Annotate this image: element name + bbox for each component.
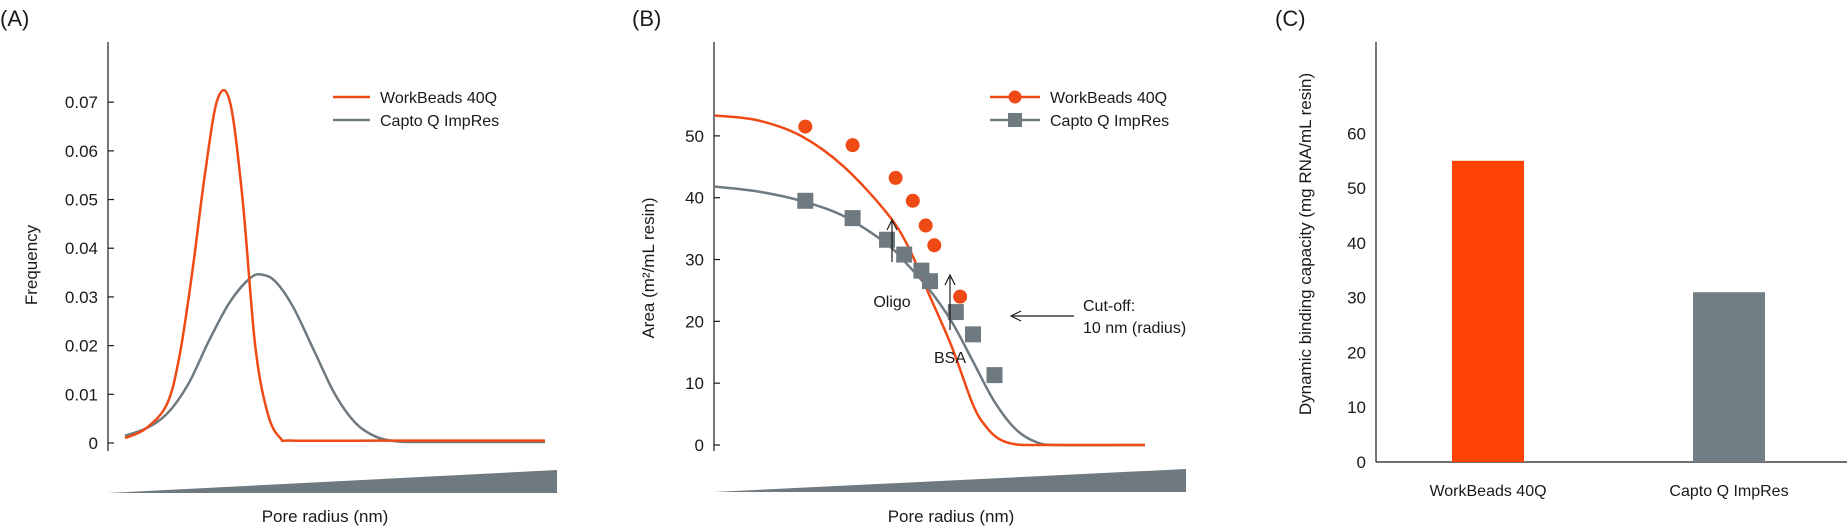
panel-a-y-tick-label: 0.02 <box>65 337 98 356</box>
panel-b-y-tick-label: 20 <box>685 312 704 331</box>
panel-b-y-tick-label: 0 <box>695 436 704 455</box>
panel-b-annotations: Oligo BSA Cut-off: 10 nm (radius) <box>873 218 1186 367</box>
panel-c-bars: WorkBeads 40Q Capto Q ImpRes <box>1429 160 1789 500</box>
panel-a-series-capto-line <box>124 272 545 444</box>
panel-c-y-tick-label: 10 <box>1347 398 1366 417</box>
panel-b-axes: 0 10 20 30 40 50 <box>685 42 720 455</box>
panel-b-point-capto <box>965 326 981 343</box>
panel-c-label: (C) <box>1275 6 1306 31</box>
panel-b-legend: WorkBeads 40Q Capto Q ImpRes <box>990 90 1169 130</box>
panel-a-y-tick-label: 0.01 <box>65 385 98 404</box>
panel-c-bar-workbeads <box>1452 160 1524 462</box>
panel-c-category-label: Capto Q ImpRes <box>1669 483 1788 500</box>
panel-a-x-axis-label: Pore radius (nm) <box>262 507 389 526</box>
panel-c-bar-capto <box>1693 292 1765 462</box>
panel-b-point-workbeads <box>798 119 813 134</box>
panel-b-y-tick-label: 30 <box>685 251 704 270</box>
panel-b-point-workbeads <box>845 138 860 153</box>
panel-a-radius-wedge <box>108 470 557 493</box>
panel-a-y-tick-label: 0.04 <box>65 239 98 258</box>
cutoff-label-line1: Cut-off: <box>1083 298 1135 315</box>
panel-a-legend: WorkBeads 40Q Capto Q ImpRes <box>333 90 499 130</box>
panel-a-legend-capto: Capto Q ImpRes <box>380 113 499 130</box>
panel-b-point-capto <box>844 210 861 227</box>
panel-c-y-tick-label: 40 <box>1347 234 1366 253</box>
panel-a-y-tick-label: 0.07 <box>65 93 98 112</box>
panel-a-y-tick-label: 0.05 <box>65 191 98 210</box>
panel-b-y-tick-label: 50 <box>685 127 704 146</box>
panel-a: (A) Frequency 00.010.020.030.040.050.060… <box>0 6 557 526</box>
panel-b-point-workbeads <box>953 289 968 304</box>
bsa-label: BSA <box>934 350 966 367</box>
panel-b-point-capto <box>947 304 964 321</box>
panel-a-axes: 0 0.01 0.02 0.03 0.04 0.05 0.06 0.07 <box>65 42 114 453</box>
oligo-label: Oligo <box>873 294 910 311</box>
panel-a-lines <box>124 88 545 444</box>
panel-c-y-tick-label: 30 <box>1347 289 1366 308</box>
panel-b-y-axis-label: Area (m²/mL resin) <box>639 197 658 338</box>
panel-b-point-workbeads <box>905 193 920 208</box>
panel-b-legend-workbeads: WorkBeads 40Q <box>1050 90 1167 107</box>
panel-b-points <box>797 119 1003 384</box>
panel-b-point-capto <box>922 273 938 290</box>
panel-a-y-tick-label: 0.03 <box>65 288 98 307</box>
oligo-arrowhead <box>886 218 898 231</box>
panel-b-radius-wedge <box>714 469 1186 492</box>
panel-a-y-tick-label: 0 <box>89 434 98 453</box>
panel-b-legend-capto: Capto Q ImpRes <box>1050 113 1169 130</box>
panel-a-label: (A) <box>0 6 29 31</box>
panel-c-y-axis-label: Dynamic binding capacity (mg RNA/mL resi… <box>1296 73 1315 415</box>
panel-a-legend-workbeads: WorkBeads 40Q <box>380 90 497 107</box>
panel-b-point-capto <box>879 231 895 248</box>
panel-b-point-capto <box>896 246 913 263</box>
panel-a-y-axis-label: Frequency <box>22 224 41 305</box>
panel-c-y-tick-label: 20 <box>1347 343 1366 362</box>
panel-b-label: (B) <box>632 6 661 31</box>
panel-b-legend-marker-workbeads <box>1008 90 1022 104</box>
bsa-arrowhead <box>944 273 956 286</box>
panel-c-axes: 0 10 20 30 40 50 60 <box>1347 42 1847 472</box>
panel-b-legend-marker-capto <box>1008 113 1022 127</box>
panel-b-series-workbeads-line <box>714 114 1145 447</box>
panel-c-y-tick-label: 50 <box>1347 179 1366 198</box>
panel-c-y-tick-label: 60 <box>1347 124 1366 143</box>
panel-b-point-capto <box>797 192 814 209</box>
panel-b-point-capto <box>986 367 1003 384</box>
panel-a-series-workbeads-line <box>124 88 545 443</box>
cutoff-arrowhead <box>1009 310 1022 322</box>
panel-c: (C) Dynamic binding capacity (mg RNA/mL … <box>1275 6 1847 500</box>
panel-b-x-axis-label: Pore radius (nm) <box>888 507 1015 526</box>
panel-a-y-tick-label: 0.06 <box>65 142 98 161</box>
cutoff-label-line2: 10 nm (radius) <box>1083 320 1186 337</box>
panel-b-point-workbeads <box>927 238 942 253</box>
panel-b-point-workbeads <box>888 170 903 185</box>
panel-c-y-tick-label: 0 <box>1357 453 1366 472</box>
panel-b-y-tick-label: 10 <box>685 374 704 393</box>
panel-b-point-workbeads <box>918 218 933 233</box>
panel-c-category-label: WorkBeads 40Q <box>1429 483 1546 500</box>
panel-b-y-tick-label: 40 <box>685 189 704 208</box>
panel-b: (B) Area (m²/mL resin) 0 10 20 30 40 50 Pore … <box>632 6 1186 526</box>
